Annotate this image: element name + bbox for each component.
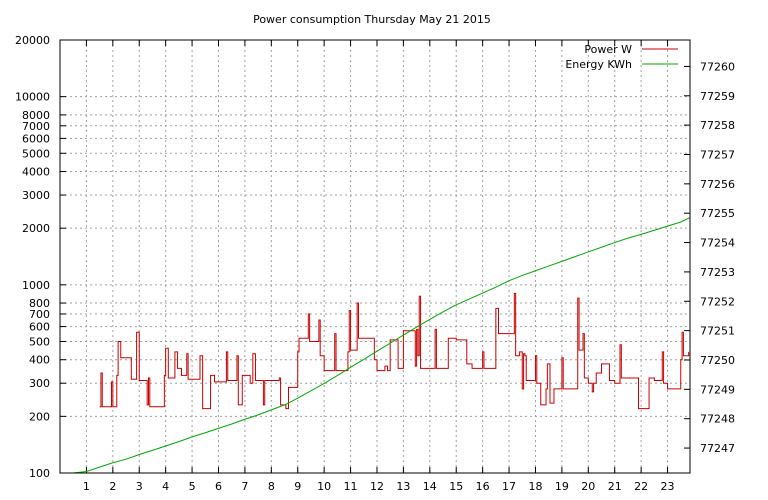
y-tick-label: 6000: [22, 132, 50, 145]
y2-tick-label: 77255: [700, 207, 735, 220]
y2-tick-label: 77254: [700, 237, 735, 250]
y-tick-label: 700: [29, 308, 50, 321]
legend-label: Energy KWh: [565, 58, 632, 71]
x-tick-label: 10: [317, 480, 331, 493]
plot-frame: [59, 39, 691, 474]
x-tick-label: 2: [109, 480, 116, 493]
x-axis-ticks: 1 2 3 4 5 6 7 8 9 10 11 12 13 14 15 16 17 18 19 20 21 22 23: [83, 40, 675, 493]
x-tick-label: 20: [581, 480, 595, 493]
x-tick-label: 7: [241, 480, 248, 493]
y2-tick-label: 77250: [700, 354, 735, 367]
x-tick-label: 11: [344, 480, 358, 493]
x-tick-label: 5: [189, 480, 196, 493]
y-tick-label: 4000: [22, 166, 50, 179]
y-tick-label: 5000: [22, 147, 50, 160]
x-tick-label: 23: [661, 480, 675, 493]
x-tick-label: 22: [634, 480, 648, 493]
x-tick-label: 8: [268, 480, 275, 493]
y2-tick-label: 77256: [700, 178, 735, 191]
y2-tick-label: 77252: [700, 295, 735, 308]
y2-tick-label: 77253: [700, 266, 735, 279]
x-tick-label: 4: [162, 480, 169, 493]
y-tick-label: 800: [29, 297, 50, 310]
series-line-power-w: [99, 292, 690, 410]
y2-tick-label: 77247: [700, 442, 735, 455]
y2-tick-label: 77259: [700, 90, 735, 103]
y2-tick-label: 77248: [700, 413, 735, 426]
x-tick-label: 17: [502, 480, 516, 493]
y2-tick-label: 77251: [700, 325, 735, 338]
series-line-energy-kwh: [73, 217, 691, 474]
y-tick-label: 400: [29, 354, 50, 367]
y-tick-label: 600: [29, 321, 50, 334]
x-tick-label: 14: [423, 480, 437, 493]
x-tick-label: 9: [294, 480, 301, 493]
x-tick-label: 15: [449, 480, 463, 493]
legend: Power W Energy KWh: [565, 43, 678, 71]
y-tick-label: 8000: [22, 109, 50, 122]
y-tick-label: 7000: [22, 120, 50, 133]
y2-axis-ticks: 77247 77248 77249 77250 77251 77252 77253 77254…: [684, 60, 735, 455]
y2-tick-label: 77249: [700, 383, 735, 396]
series-layer: [73, 217, 691, 474]
x-tick-label: 6: [215, 480, 222, 493]
chart-title: Power consumption Thursday May 21 2015: [253, 13, 491, 26]
x-tick-label: 16: [476, 480, 490, 493]
y-tick-label: 500: [29, 335, 50, 348]
x-tick-label: 18: [528, 480, 542, 493]
y2-tick-label: 77260: [700, 60, 735, 73]
grid: [60, 39, 690, 474]
y-tick-label: 20000: [15, 34, 50, 47]
legend-label: Power W: [584, 43, 632, 56]
y2-tick-label: 77258: [700, 119, 735, 132]
y-tick-label: 10000: [15, 91, 50, 104]
y-tick-label: 100: [29, 467, 50, 480]
y-tick-label: 3000: [22, 189, 50, 202]
x-tick-label: 3: [136, 480, 143, 493]
x-tick-label: 21: [608, 480, 622, 493]
y-tick-label: 1000: [22, 279, 50, 292]
y2-tick-label: 77257: [700, 148, 735, 161]
y-tick-label: 2000: [22, 222, 50, 235]
x-tick-label: 13: [396, 480, 410, 493]
x-tick-label: 1: [83, 480, 90, 493]
x-tick-label: 12: [370, 480, 384, 493]
x-tick-label: 19: [555, 480, 569, 493]
y-tick-label: 300: [29, 377, 50, 390]
y-tick-label: 200: [29, 410, 50, 423]
